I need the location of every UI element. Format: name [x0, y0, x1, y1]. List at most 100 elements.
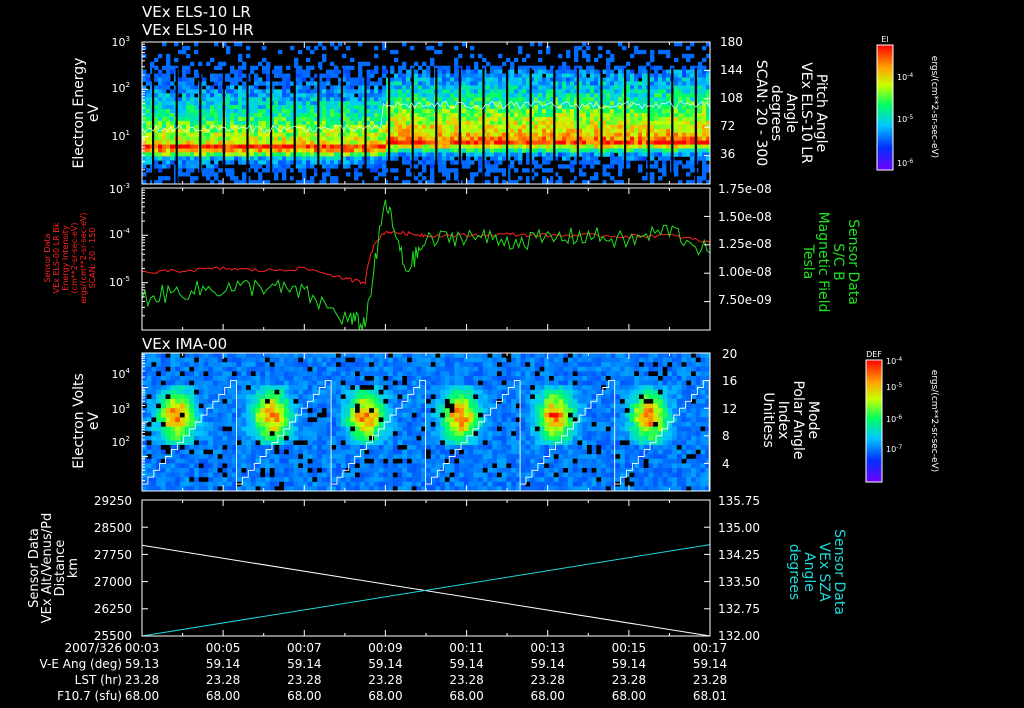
- ima-cell: [160, 403, 167, 409]
- els-cell: [566, 164, 571, 169]
- els-cell: [638, 109, 643, 114]
- els-cell: [442, 116, 447, 122]
- ima-cell: [269, 366, 275, 372]
- els-cell: [534, 81, 539, 86]
- els-cell: [678, 77, 683, 82]
- els-cell: [282, 128, 287, 134]
- els-cell: [702, 164, 707, 169]
- els-cell: [182, 105, 187, 110]
- ima-cell: [298, 431, 304, 437]
- ima-cell: [307, 376, 313, 381]
- els-cell: [230, 101, 235, 106]
- els-cell: [510, 69, 515, 74]
- ima-cell: [293, 408, 299, 414]
- els-cell: [178, 160, 183, 165]
- ima-cell: [284, 408, 290, 414]
- els-cell: [442, 172, 447, 177]
- els-cell: [650, 136, 655, 142]
- els-cell: [594, 176, 599, 181]
- els-cell: [602, 172, 607, 177]
- ima-cell: [189, 463, 195, 469]
- els-cell: [634, 89, 639, 94]
- panel1-yticks-right: 180 144 108 72 36: [720, 35, 743, 161]
- els-cell: [190, 97, 195, 102]
- els-cell: [602, 140, 607, 145]
- els-cell: [378, 128, 383, 134]
- ima-cell: [312, 385, 318, 391]
- ima-cell: [288, 422, 294, 427]
- ima-cell: [189, 357, 195, 363]
- els-cell: [346, 140, 351, 145]
- els-cell: [158, 120, 163, 126]
- ima-cell: [156, 403, 162, 409]
- els-cell: [206, 116, 211, 122]
- els-cell: [594, 156, 599, 161]
- els-cell: [690, 77, 695, 82]
- els-cell: [298, 160, 303, 165]
- els-cell: [514, 109, 519, 114]
- els-cell: [198, 61, 203, 67]
- panel2-ylabel-left: Sensor Data VEx ELS-00 LR Bk Energy Inte…: [43, 212, 97, 303]
- ima-cell: [298, 481, 304, 487]
- els-cell: [350, 57, 355, 63]
- ima-cell: [246, 389, 252, 395]
- els-cell: [706, 120, 711, 126]
- els-cell: [606, 132, 611, 138]
- els-cell: [390, 136, 395, 142]
- els-cell: [290, 101, 295, 106]
- els-cell: [262, 128, 267, 134]
- els-cell: [450, 113, 455, 118]
- els-cell: [634, 49, 639, 55]
- els-cell: [274, 93, 279, 98]
- els-cell: [318, 101, 323, 106]
- ima-cell: [151, 357, 157, 363]
- els-cell: [590, 89, 595, 94]
- els-cell: [538, 57, 543, 63]
- els-cell: [614, 81, 619, 86]
- ima-cell: [184, 458, 190, 464]
- els-cell: [570, 73, 575, 78]
- els-cell: [242, 124, 247, 130]
- els-cell: [590, 81, 595, 86]
- els-cell: [190, 148, 195, 153]
- els-cell: [662, 69, 667, 74]
- els-cell: [350, 101, 355, 106]
- els-cell: [546, 136, 551, 142]
- els-cell: [550, 93, 555, 98]
- els-cell: [590, 156, 595, 161]
- els-cell: [266, 113, 271, 118]
- els-cell: [426, 97, 431, 102]
- ima-cell: [227, 422, 233, 427]
- els-cell: [302, 160, 307, 165]
- ima-cell: [203, 422, 209, 427]
- els-cell: [342, 132, 347, 138]
- els-cell: [202, 140, 207, 145]
- els-cell: [266, 168, 271, 173]
- els-cell: [290, 113, 295, 118]
- els-cell: [314, 124, 319, 130]
- els-cell: [638, 81, 643, 86]
- els-cell: [546, 77, 551, 82]
- els-cell: [418, 73, 423, 78]
- els-cell: [618, 73, 623, 78]
- els-cell: [562, 116, 567, 122]
- els-cell: [186, 105, 191, 110]
- els-cell: [438, 77, 443, 82]
- els-cell: [562, 89, 567, 94]
- ima-cell: [227, 362, 233, 368]
- els-cell: [462, 136, 467, 142]
- els-cell: [446, 93, 451, 98]
- els-cell: [458, 65, 463, 71]
- els-cell: [334, 116, 339, 122]
- ima-cell: [265, 371, 271, 377]
- els-cell: [154, 148, 159, 153]
- els-cell: [334, 164, 339, 169]
- els-cell: [454, 45, 459, 51]
- els-cell: [462, 148, 467, 153]
- els-cell: [470, 97, 475, 102]
- els-cell: [558, 113, 563, 118]
- ima-cell: [279, 385, 285, 391]
- els-cell: [542, 97, 547, 102]
- els-cell: [234, 105, 239, 110]
- els-cell: [658, 144, 663, 149]
